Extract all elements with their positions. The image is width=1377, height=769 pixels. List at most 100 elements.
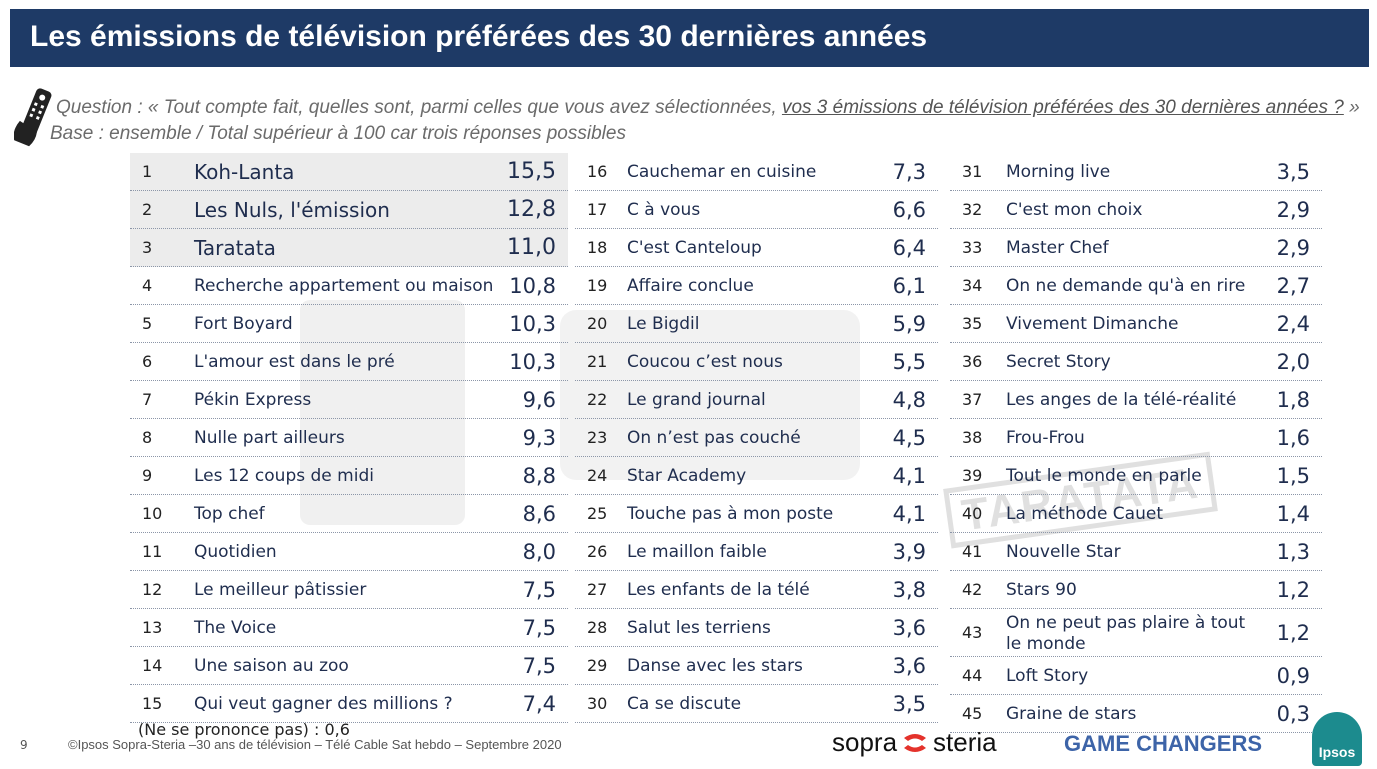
row-percentage: 15,5: [507, 159, 556, 184]
table-row: 15 Qui veut gagner des millions ? 7,4: [130, 685, 568, 723]
row-program-name: On n’est pas couché: [627, 428, 801, 448]
row-rank: 39: [962, 466, 983, 485]
row-percentage: 5,5: [892, 350, 926, 374]
row-program-name: Cauchemar en cuisine: [627, 162, 817, 182]
footer-source: ©Ipsos Sopra-Steria –30 ans de télévisio…: [68, 737, 562, 752]
row-percentage: 5,9: [892, 312, 926, 336]
row-rank: 4: [142, 276, 153, 295]
row-percentage: 6,1: [892, 274, 926, 298]
row-percentage: 1,2: [1276, 578, 1310, 602]
row-program-name: Qui veut gagner des millions ?: [194, 694, 453, 714]
row-percentage: 6,4: [892, 236, 926, 260]
row-rank: 7: [142, 390, 153, 409]
row-rank: 6: [142, 352, 153, 371]
table-row: 44 Loft Story 0,9: [950, 657, 1322, 695]
ipsos-logo: Ipsos: [1312, 712, 1362, 766]
row-percentage: 3,9: [892, 540, 926, 564]
row-program-name: Taratata: [194, 236, 276, 260]
table-row: 43 On ne peut pas plaire à tout le monde 1…: [950, 609, 1322, 657]
row-program-name: Pékin Express: [194, 390, 312, 410]
row-program-name: On ne peut pas plaire à tout le monde: [1006, 613, 1246, 654]
row-rank: 20: [587, 314, 608, 333]
row-percentage: 3,5: [892, 692, 926, 716]
table-row: 28 Salut les terriens 3,6: [575, 609, 938, 647]
remote-control-icon: [14, 88, 52, 147]
row-program-name: Le Bigdil: [627, 314, 700, 334]
row-percentage: 12,8: [507, 197, 556, 222]
row-rank: 29: [587, 656, 608, 675]
table-row: 11 Quotidien 8,0: [130, 533, 568, 571]
row-rank: 19: [587, 276, 608, 295]
table-row: 12 Le meilleur pâtissier 7,5: [130, 571, 568, 609]
row-percentage: 8,0: [522, 540, 556, 564]
table-row: 17 C à vous 6,6: [575, 191, 938, 229]
row-program-name: On ne demande qu'à en rire: [1006, 276, 1246, 296]
row-program-name: Nulle part ailleurs: [194, 428, 345, 448]
table-row: 31 Morning live 3,5: [950, 153, 1322, 191]
row-rank: 24: [587, 466, 608, 485]
table-row: 25 Touche pas à mon poste 4,1: [575, 495, 938, 533]
watermark-decor-2: [560, 310, 860, 480]
table-row: 5 Fort Boyard 10,3: [130, 305, 568, 343]
row-rank: 14: [142, 656, 163, 675]
table-row: 3 Taratata 11,0: [130, 229, 568, 267]
row-percentage: 1,3: [1276, 540, 1310, 564]
page-title: Les émissions de télévision préférées de…: [30, 20, 928, 53]
row-program-name: Le meilleur pâtissier: [194, 580, 367, 600]
row-rank: 31: [962, 162, 983, 181]
table-row: 39 Tout le monde en parle 1,5: [950, 457, 1322, 495]
table-row: 8 Nulle part ailleurs 9,3: [130, 419, 568, 457]
table-row: 22 Le grand journal 4,8: [575, 381, 938, 419]
row-percentage: 2,9: [1276, 198, 1310, 222]
row-percentage: 2,0: [1276, 350, 1310, 374]
row-rank: 33: [962, 238, 983, 257]
row-rank: 36: [962, 352, 983, 371]
table-row: 13 The Voice 7,5: [130, 609, 568, 647]
table-row: 2 Les Nuls, l'émission 12,8: [130, 191, 568, 229]
row-percentage: 1,2: [1276, 621, 1310, 645]
table-row: 41 Nouvelle Star 1,3: [950, 533, 1322, 571]
row-program-name: Danse avec les stars: [627, 656, 803, 676]
row-percentage: 0,9: [1276, 664, 1310, 688]
row-rank: 21: [587, 352, 608, 371]
row-percentage: 7,5: [522, 616, 556, 640]
row-program-name: Touche pas à mon poste: [627, 504, 834, 524]
row-percentage: 2,7: [1276, 274, 1310, 298]
row-rank: 32: [962, 200, 983, 219]
row-program-name: Stars 90: [1006, 580, 1077, 600]
row-rank: 35: [962, 314, 983, 333]
row-percentage: 4,1: [892, 464, 926, 488]
row-program-name: Top chef: [194, 504, 265, 524]
row-percentage: 7,3: [892, 160, 926, 184]
row-rank: 18: [587, 238, 608, 257]
row-percentage: 9,6: [522, 388, 556, 412]
row-rank: 44: [962, 666, 983, 685]
row-rank: 16: [587, 162, 608, 181]
row-rank: 11: [142, 542, 163, 561]
row-percentage: 10,8: [509, 274, 556, 298]
row-rank: 2: [142, 200, 153, 219]
row-program-name: La méthode Cauet: [1006, 504, 1163, 524]
row-rank: 8: [142, 428, 153, 447]
row-program-name: Loft Story: [1006, 666, 1089, 686]
row-rank: 42: [962, 580, 983, 599]
steria-logo-text: steria: [933, 727, 997, 757]
row-rank: 3: [142, 238, 153, 257]
no-answer-note: (Ne se prononce pas) : 0,6: [138, 720, 350, 739]
table-row: 4 Recherche appartement ou maison 10,8: [130, 267, 568, 305]
row-program-name: Nouvelle Star: [1006, 542, 1121, 562]
table-row: 32 C'est mon choix 2,9: [950, 191, 1322, 229]
row-rank: 45: [962, 704, 983, 723]
row-program-name: Quotidien: [194, 542, 277, 562]
table-row: 16 Cauchemar en cuisine 7,3: [575, 153, 938, 191]
question-suffix: »: [1343, 97, 1360, 118]
row-percentage: 10,3: [509, 350, 556, 374]
row-percentage: 6,6: [892, 198, 926, 222]
game-changers-logo: GAME CHANGERS: [1064, 731, 1263, 756]
row-program-name: Les 12 coups de midi: [194, 466, 374, 486]
table-row: 18 C'est Canteloup 6,4: [575, 229, 938, 267]
row-program-name: Affaire conclue: [627, 276, 754, 296]
table-row: 19 Affaire conclue 6,1: [575, 267, 938, 305]
watermark-decor-1: [300, 300, 465, 525]
row-percentage: 2,9: [1276, 236, 1310, 260]
